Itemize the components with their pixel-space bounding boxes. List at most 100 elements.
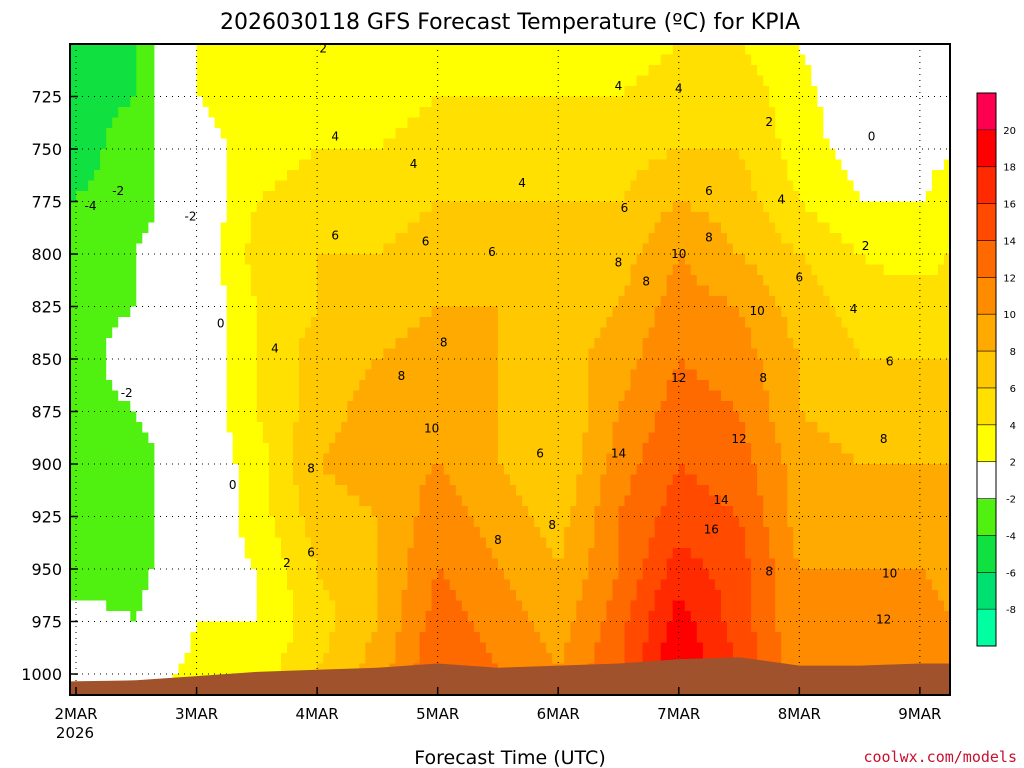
temperature-cell: [329, 600, 336, 612]
temperature-cell: [82, 128, 89, 140]
temperature-cell: [274, 432, 282, 444]
temperature-cell: [202, 663, 210, 675]
temperature-cell: [226, 632, 234, 644]
temperature-cell: [166, 86, 173, 98]
temperature-cell: [323, 107, 330, 119]
temperature-cell: [208, 243, 216, 255]
temperature-cell: [130, 653, 137, 665]
temperature-cell: [359, 390, 366, 402]
temperature-cell: [148, 495, 155, 507]
temperature-cell: [516, 191, 523, 203]
temperature-cell: [112, 401, 119, 413]
temperature-cell: [256, 390, 264, 402]
temperature-cell: [419, 527, 427, 539]
temperature-cell: [232, 233, 240, 245]
temperature-cell: [467, 653, 475, 665]
temperature-cell: [455, 495, 463, 507]
temperature-cell: [166, 380, 173, 392]
temperature-cell: [425, 75, 433, 87]
temperature-cell: [190, 86, 198, 98]
temperature-cell: [353, 495, 360, 507]
temperature-cell: [232, 453, 240, 465]
temperature-cell: [329, 275, 336, 287]
temperature-cell: [461, 600, 469, 612]
temperature-cell: [94, 243, 101, 255]
temperature-cell: [407, 117, 415, 129]
temperature-cell: [136, 275, 143, 287]
temperature-cell: [389, 600, 397, 612]
temperature-cell: [76, 54, 83, 66]
temperature-cell: [232, 590, 240, 602]
temperature-cell: [262, 201, 270, 213]
temperature-cell: [504, 86, 511, 98]
temperature-cell: [455, 44, 463, 56]
temperature-cell: [504, 243, 511, 255]
temperature-cell: [124, 348, 131, 360]
temperature-cell: [347, 306, 354, 318]
temperature-cell: [82, 191, 89, 203]
temperature-cell: [124, 117, 131, 129]
temperature-cell: [70, 338, 77, 350]
temperature-cell: [154, 443, 161, 455]
temperature-cell: [461, 306, 469, 318]
temperature-cell: [449, 558, 457, 570]
temperature-cell: [365, 495, 372, 507]
temperature-cell: [389, 306, 397, 318]
temperature-cell: [232, 264, 240, 276]
temperature-cell: [552, 191, 559, 203]
temperature-cell: [540, 432, 547, 444]
temperature-cell: [281, 380, 288, 392]
temperature-cell: [281, 107, 288, 119]
temperature-cell: [425, 201, 433, 213]
temperature-cell: [329, 44, 336, 56]
temperature-cell: [305, 443, 312, 455]
temperature-cell: [389, 411, 397, 423]
temperature-cell: [226, 201, 234, 213]
temperature-cell: [226, 317, 234, 329]
temperature-cell: [504, 380, 511, 392]
temperature-cell: [341, 443, 348, 455]
temperature-cell: [329, 264, 336, 276]
temperature-cell: [365, 212, 372, 224]
temperature-cell: [262, 44, 270, 56]
temperature-cell: [100, 653, 107, 665]
temperature-cell: [166, 527, 173, 539]
temperature-cell: [449, 369, 457, 381]
temperature-cell: [546, 128, 553, 140]
temperature-cell: [232, 138, 240, 150]
temperature-cell: [184, 222, 192, 234]
temperature-cell: [371, 65, 378, 77]
temperature-cell: [208, 191, 216, 203]
temperature-cell: [154, 75, 161, 87]
temperature-cell: [256, 453, 264, 465]
temperature-cell: [371, 537, 378, 549]
temperature-cell: [479, 380, 487, 392]
temperature-cell: [497, 642, 505, 654]
temperature-cell: [250, 621, 258, 633]
temperature-cell: [226, 54, 234, 66]
temperature-cell: [510, 527, 517, 539]
temperature-cell: [287, 474, 294, 486]
temperature-cell: [347, 243, 354, 255]
temperature-cell: [184, 663, 192, 675]
temperature-cell: [305, 212, 312, 224]
temperature-cell: [461, 212, 469, 224]
temperature-cell: [299, 180, 306, 192]
temperature-cell: [124, 422, 131, 434]
temperature-cell: [353, 422, 360, 434]
temperature-cell: [395, 212, 403, 224]
temperature-cell: [130, 621, 137, 633]
temperature-cell: [262, 548, 270, 560]
temperature-cell: [232, 296, 240, 308]
temperature-cell: [431, 558, 439, 570]
temperature-cell: [130, 170, 137, 182]
temperature-cell: [256, 233, 264, 245]
temperature-cell: [154, 54, 161, 66]
temperature-cell: [504, 632, 511, 644]
temperature-cell: [154, 359, 161, 371]
temperature-cell: [124, 75, 131, 87]
temperature-cell: [491, 600, 499, 612]
temperature-cell: [335, 474, 342, 486]
temperature-cell: [516, 527, 523, 539]
temperature-cell: [329, 317, 336, 329]
